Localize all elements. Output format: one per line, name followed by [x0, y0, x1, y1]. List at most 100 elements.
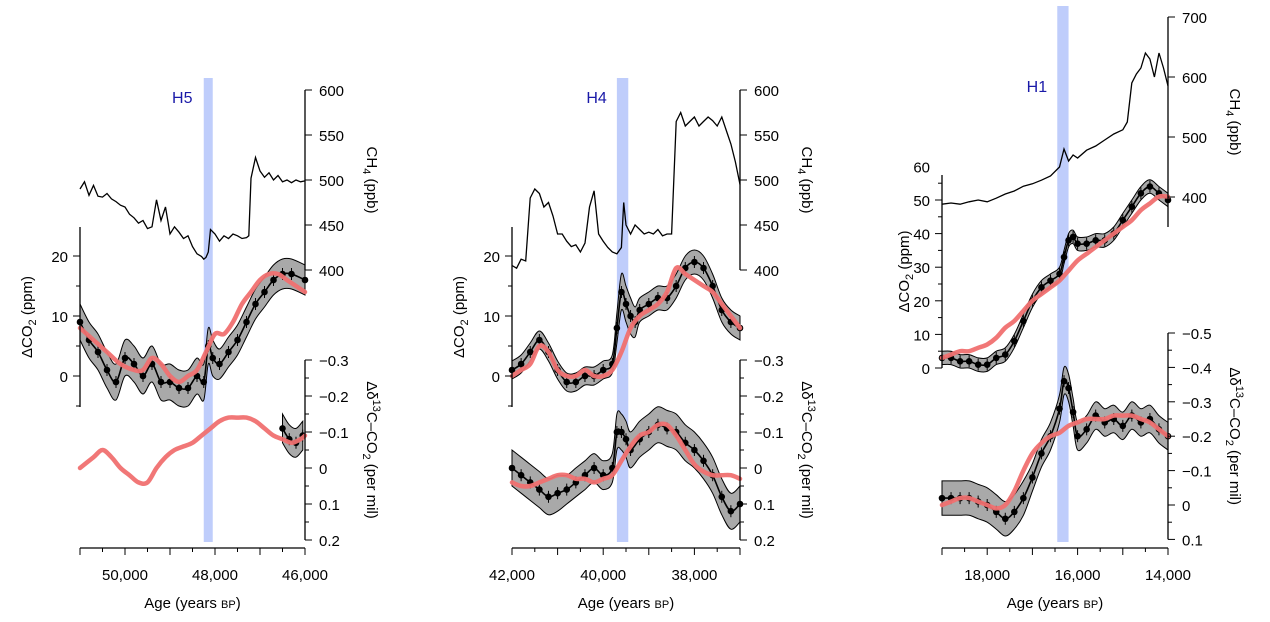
series-co2-point: [572, 378, 580, 386]
series-d13c-point: [727, 507, 735, 515]
series-d13c-point: [1001, 515, 1009, 523]
d13c-tick-label: 0.1: [1182, 532, 1203, 549]
d13c-tick-label: 0.1: [754, 497, 775, 514]
series-co2-point: [526, 348, 534, 356]
series-d13c-point: [563, 486, 571, 493]
series-d13c-point: [590, 464, 598, 472]
series-co2-point: [581, 372, 589, 380]
series-co2-point: [1020, 317, 1027, 325]
x-axis-label: Age (years BP): [578, 595, 674, 612]
series-model-co2: [939, 193, 1171, 361]
series-co2-point: [157, 378, 165, 386]
ch4-tick-label: 400: [754, 263, 779, 280]
series-co2-point: [1065, 237, 1072, 244]
series-co2-point: [613, 324, 621, 332]
ch4-tick-label: 600: [1182, 70, 1207, 87]
d13c-tick-label: −0.2: [754, 389, 784, 406]
series-ch4: [941, 51, 1169, 205]
series-co2-point: [622, 300, 630, 308]
series-d13c-point: [1060, 377, 1068, 385]
series-co2-point: [992, 354, 1000, 362]
x-tick-label: 38,000: [671, 567, 717, 584]
co2-axis-label: ΔCO2 (ppm): [451, 276, 471, 358]
ch4-tick-label: 400: [319, 263, 344, 280]
co2-tick-label: 0: [492, 369, 500, 386]
series-co2-point: [645, 300, 653, 308]
series-co2-point: [103, 366, 111, 374]
series-co2-point: [200, 378, 208, 386]
ch4-tick-label: 600: [319, 83, 344, 100]
series-co2-point: [209, 354, 217, 362]
series-co2-point: [301, 276, 309, 284]
series-d13c-point: [1065, 384, 1072, 392]
co2-tick-label: 10: [51, 309, 68, 326]
series-co2-point: [709, 282, 716, 290]
series-d13c-point: [1020, 494, 1027, 502]
series-d13c-envelope: [282, 412, 304, 458]
series-d13c-point: [554, 489, 561, 497]
x-tick-label: 16,000: [1055, 567, 1101, 584]
ch4-tick-label: 700: [1182, 10, 1207, 27]
series-co2-point: [1056, 270, 1063, 278]
ch4-tick-label: 400: [1182, 190, 1207, 207]
ch4-axis-label: CH4 (ppb): [795, 147, 815, 214]
ch4-tick-label: 500: [319, 173, 344, 190]
series-co2-point: [1119, 216, 1127, 224]
co2-tick-label: 50: [913, 193, 930, 210]
event-label: H4: [586, 90, 607, 107]
ch4-tick-label: 600: [754, 83, 779, 100]
series-co2-point: [1011, 337, 1018, 345]
series-co2-point: [1092, 237, 1099, 244]
series-d13c-point: [517, 471, 525, 479]
series-co2-point: [700, 264, 707, 272]
co2-axis-label: ΔCO2 (ppm): [896, 231, 916, 313]
series-co2-point: [1038, 284, 1045, 291]
series-d13c-point: [618, 428, 625, 436]
series-co2-point: [216, 360, 223, 368]
series-d13c-point: [938, 494, 946, 502]
co2-tick-label: 20: [483, 249, 500, 266]
series-d13c-point: [536, 486, 543, 493]
series-d13c-envelope: [941, 365, 1169, 537]
series-model-co2: [509, 265, 743, 379]
co2-tick-label: 60: [913, 159, 930, 176]
series-d13c-point: [1083, 426, 1090, 433]
series-co2-point: [1128, 203, 1136, 211]
series-d13c-point: [279, 425, 286, 432]
series-co2-point: [974, 361, 982, 368]
series-ch4: [511, 110, 741, 270]
series-co2-point: [288, 270, 295, 278]
series-co2-point: [618, 288, 625, 296]
co2-tick-label: 10: [483, 309, 500, 326]
series-co2-point: [636, 306, 643, 314]
series-ch4: [79, 155, 306, 261]
series-d13c-point: [718, 493, 726, 501]
series-co2-point: [112, 378, 120, 386]
x-tick-label: 18,000: [964, 567, 1010, 584]
series-co2-point: [130, 360, 138, 368]
series-co2-point: [121, 354, 129, 362]
series-co2-point: [1137, 189, 1145, 197]
series-co2-point: [139, 372, 147, 380]
series-d13c-point: [1119, 422, 1127, 430]
event-band: [203, 78, 213, 542]
series-co2-point: [1083, 240, 1090, 247]
series-co2-envelope: [511, 249, 741, 393]
series-co2-point: [252, 300, 259, 308]
event-label: H1: [1027, 79, 1048, 96]
series-co2-point: [965, 357, 973, 365]
co2-tick-label: 40: [913, 227, 930, 244]
d13c-tick-label: −0.4: [1182, 360, 1212, 377]
d13c-tick-label: 0.2: [754, 533, 775, 550]
series-co2-point: [536, 336, 543, 344]
x-tick-label: 48,000: [192, 567, 238, 584]
x-tick-label: 50,000: [102, 567, 148, 584]
series-d13c-point: [508, 464, 516, 472]
chart-panel-h4: H4 42,000 40,000 38,000 Age (years BP) 400 450…: [451, 78, 817, 612]
series-co2-point: [234, 336, 241, 344]
ch4-axis-label: CH4 (ppb): [1223, 89, 1243, 156]
d13c-tick-label: −0.2: [319, 389, 349, 406]
co2-tick-label: 20: [51, 249, 68, 266]
event-label: H5: [172, 90, 193, 107]
